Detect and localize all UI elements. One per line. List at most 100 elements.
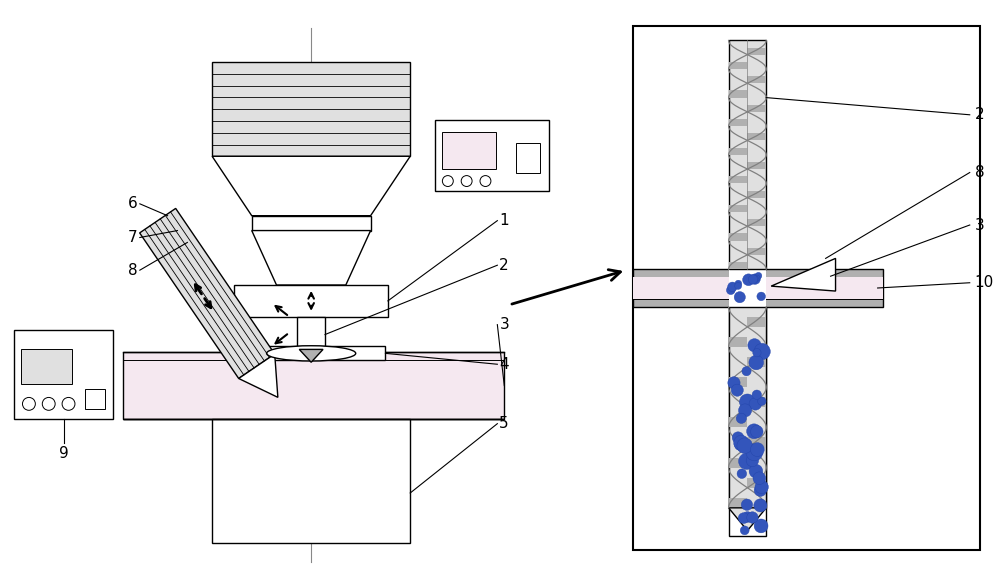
Bar <box>212 62 410 156</box>
Polygon shape <box>771 258 836 291</box>
Bar <box>729 40 766 269</box>
Circle shape <box>747 424 761 439</box>
Circle shape <box>754 499 767 512</box>
Circle shape <box>737 469 747 478</box>
Polygon shape <box>729 148 747 155</box>
Bar <box>729 268 766 308</box>
Circle shape <box>754 343 770 360</box>
Circle shape <box>735 282 742 289</box>
Polygon shape <box>729 262 747 269</box>
Bar <box>234 285 388 317</box>
Text: 2: 2 <box>975 108 984 122</box>
Polygon shape <box>747 133 766 140</box>
Circle shape <box>62 397 75 411</box>
Polygon shape <box>239 354 278 397</box>
Bar <box>633 277 883 299</box>
Polygon shape <box>140 208 275 378</box>
Polygon shape <box>729 62 747 69</box>
Text: 8: 8 <box>128 263 138 278</box>
Polygon shape <box>747 162 766 169</box>
Polygon shape <box>729 377 747 387</box>
Circle shape <box>734 292 745 303</box>
Text: 3: 3 <box>975 217 984 232</box>
Circle shape <box>732 432 744 443</box>
Polygon shape <box>729 337 747 347</box>
Circle shape <box>755 480 768 494</box>
Bar <box>212 419 410 542</box>
Polygon shape <box>729 458 747 467</box>
Circle shape <box>752 390 761 400</box>
Bar <box>252 216 371 231</box>
Bar <box>516 143 540 173</box>
Circle shape <box>734 435 749 451</box>
Polygon shape <box>747 478 766 488</box>
Circle shape <box>748 339 761 352</box>
Bar <box>729 307 766 508</box>
Circle shape <box>749 465 763 478</box>
Text: 4: 4 <box>499 356 509 372</box>
Circle shape <box>726 286 735 294</box>
Polygon shape <box>747 397 766 407</box>
Circle shape <box>739 394 755 410</box>
Polygon shape <box>729 205 747 212</box>
Circle shape <box>735 280 742 287</box>
Circle shape <box>754 519 768 533</box>
Text: 5: 5 <box>499 416 509 431</box>
Polygon shape <box>212 156 410 216</box>
Polygon shape <box>252 231 371 285</box>
Circle shape <box>728 377 740 389</box>
Circle shape <box>442 175 453 186</box>
Text: 9: 9 <box>59 446 68 461</box>
Polygon shape <box>747 357 766 367</box>
Circle shape <box>749 355 764 370</box>
Polygon shape <box>747 48 766 55</box>
Circle shape <box>751 426 763 438</box>
Bar <box>123 352 504 419</box>
Circle shape <box>461 175 472 186</box>
Bar <box>297 317 325 352</box>
Circle shape <box>739 404 752 417</box>
Polygon shape <box>729 119 747 126</box>
Circle shape <box>749 397 762 410</box>
Circle shape <box>753 348 761 357</box>
Polygon shape <box>729 417 747 427</box>
Ellipse shape <box>267 346 356 361</box>
Circle shape <box>737 438 753 454</box>
Polygon shape <box>747 190 766 198</box>
Circle shape <box>750 443 764 457</box>
Polygon shape <box>729 90 747 98</box>
Polygon shape <box>747 317 766 327</box>
Text: 10: 10 <box>975 275 994 290</box>
Circle shape <box>738 513 749 523</box>
Circle shape <box>735 439 746 451</box>
Circle shape <box>753 472 766 485</box>
Circle shape <box>736 413 746 423</box>
Bar <box>633 25 980 550</box>
Text: 1: 1 <box>499 213 509 228</box>
Bar <box>14 329 113 419</box>
Text: 2: 2 <box>499 258 509 273</box>
Polygon shape <box>729 177 747 183</box>
Circle shape <box>743 274 754 286</box>
Circle shape <box>757 292 765 301</box>
Bar <box>633 269 883 307</box>
Circle shape <box>742 512 753 522</box>
Bar <box>435 120 549 191</box>
Bar <box>442 132 496 169</box>
Circle shape <box>22 397 35 411</box>
Circle shape <box>751 275 758 282</box>
Bar <box>21 350 72 384</box>
Circle shape <box>754 484 767 496</box>
Circle shape <box>731 384 743 396</box>
Polygon shape <box>729 508 766 531</box>
Polygon shape <box>729 233 747 240</box>
Text: 8: 8 <box>975 165 984 180</box>
Bar <box>729 307 766 535</box>
Polygon shape <box>747 219 766 227</box>
Text: 3: 3 <box>499 317 509 332</box>
Bar <box>237 346 385 361</box>
Circle shape <box>739 453 755 469</box>
Polygon shape <box>729 498 747 508</box>
Polygon shape <box>747 248 766 255</box>
Bar <box>85 389 105 409</box>
